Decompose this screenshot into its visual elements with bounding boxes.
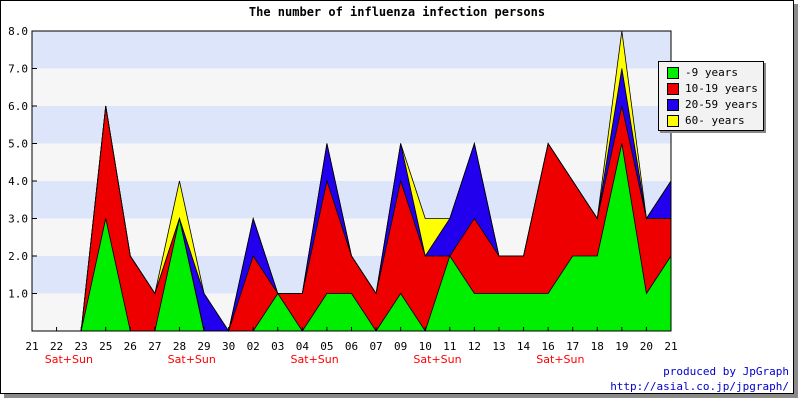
weekend-label: Sat+Sun bbox=[291, 353, 339, 366]
weekend-label: Sat+Sun bbox=[413, 353, 461, 366]
x-tick-label: 26 bbox=[124, 340, 137, 353]
x-tick-label: 05 bbox=[320, 340, 333, 353]
area-9-years bbox=[32, 143, 671, 331]
legend-label: 60- years bbox=[685, 114, 745, 127]
legend-label: 10-19 years bbox=[685, 82, 758, 95]
x-tick-label: 30 bbox=[222, 340, 235, 353]
legend-label: -9 years bbox=[685, 66, 738, 79]
x-tick-label: 09 bbox=[394, 340, 407, 353]
weekend-label: Sat+Sun bbox=[536, 353, 584, 366]
y-tick-label: 2.0 bbox=[8, 250, 28, 263]
x-tick-label: 21 bbox=[25, 340, 38, 353]
legend-swatch bbox=[667, 99, 679, 111]
x-tick-label: 17 bbox=[566, 340, 579, 353]
x-tick-label: 11 bbox=[443, 340, 456, 353]
x-tick-label: 07 bbox=[369, 340, 382, 353]
legend-item: 60- years bbox=[667, 114, 745, 128]
legend-swatch bbox=[667, 115, 679, 127]
x-tick-label: 19 bbox=[615, 340, 628, 353]
legend-item: 20-59 years bbox=[667, 98, 758, 112]
y-tick-label: 7.0 bbox=[8, 63, 28, 76]
x-tick-label: 02 bbox=[247, 340, 260, 353]
chart-frame: The number of influenza infection person… bbox=[0, 0, 794, 394]
credit-text: produced by JpGraph bbox=[663, 365, 789, 378]
y-tick-label: 5.0 bbox=[8, 138, 28, 151]
x-tick-label: 04 bbox=[296, 340, 310, 353]
x-tick-label: 25 bbox=[99, 340, 112, 353]
x-tick-label: 03 bbox=[271, 340, 284, 353]
y-tick-label: 4.0 bbox=[8, 175, 28, 188]
area-20-59-years bbox=[32, 68, 671, 331]
x-tick-label: 27 bbox=[148, 340, 161, 353]
x-tick-label: 29 bbox=[197, 340, 210, 353]
x-tick-label: 20 bbox=[640, 340, 653, 353]
legend-swatch bbox=[667, 83, 679, 95]
area-10-19-years bbox=[32, 106, 671, 331]
x-tick-label: 22 bbox=[50, 340, 63, 353]
grid-band bbox=[32, 68, 671, 106]
grid-band bbox=[32, 31, 671, 69]
x-tick-label: 21 bbox=[664, 340, 677, 353]
series-line bbox=[32, 30, 672, 333]
weekend-label: Sat+Sun bbox=[168, 353, 216, 366]
x-tick-label: 23 bbox=[75, 340, 88, 353]
x-tick-label: 06 bbox=[345, 340, 358, 353]
legend-item: 10-19 years bbox=[667, 82, 758, 96]
chart-title: The number of influenza infection person… bbox=[248, 5, 546, 19]
x-tick-label: 13 bbox=[492, 340, 505, 353]
x-tick-label: 18 bbox=[591, 340, 604, 353]
y-tick-label: 3.0 bbox=[8, 213, 28, 226]
legend-swatch bbox=[667, 67, 679, 79]
grid-band bbox=[32, 106, 671, 144]
credit-url-link[interactable]: http://asial.co.jp/jpgraph/ bbox=[610, 380, 789, 393]
y-tick-label: 1.0 bbox=[8, 288, 28, 301]
y-tick-label: 6.0 bbox=[8, 100, 28, 113]
x-tick-label: 12 bbox=[468, 340, 481, 353]
legend-item: -9 years bbox=[667, 66, 738, 80]
grid-band bbox=[32, 143, 671, 181]
y-tick-label: 8.0 bbox=[8, 25, 28, 38]
x-tick-label: 10 bbox=[419, 340, 432, 353]
x-tick-label: 14 bbox=[517, 340, 531, 353]
x-tick-label: 28 bbox=[173, 340, 186, 353]
legend: -9 years 10-19 years 20-59 years 60- yea… bbox=[658, 61, 764, 131]
legend-label: 20-59 years bbox=[685, 98, 758, 111]
weekend-label: Sat+Sun bbox=[45, 353, 93, 366]
x-tick-label: 16 bbox=[541, 340, 554, 353]
chart-canvas: 1.0 2.0 3.0 4.0 5.0 6.0 7.0 8.0 21 22 23 25 26 27 28 29… bbox=[8, 25, 678, 366]
